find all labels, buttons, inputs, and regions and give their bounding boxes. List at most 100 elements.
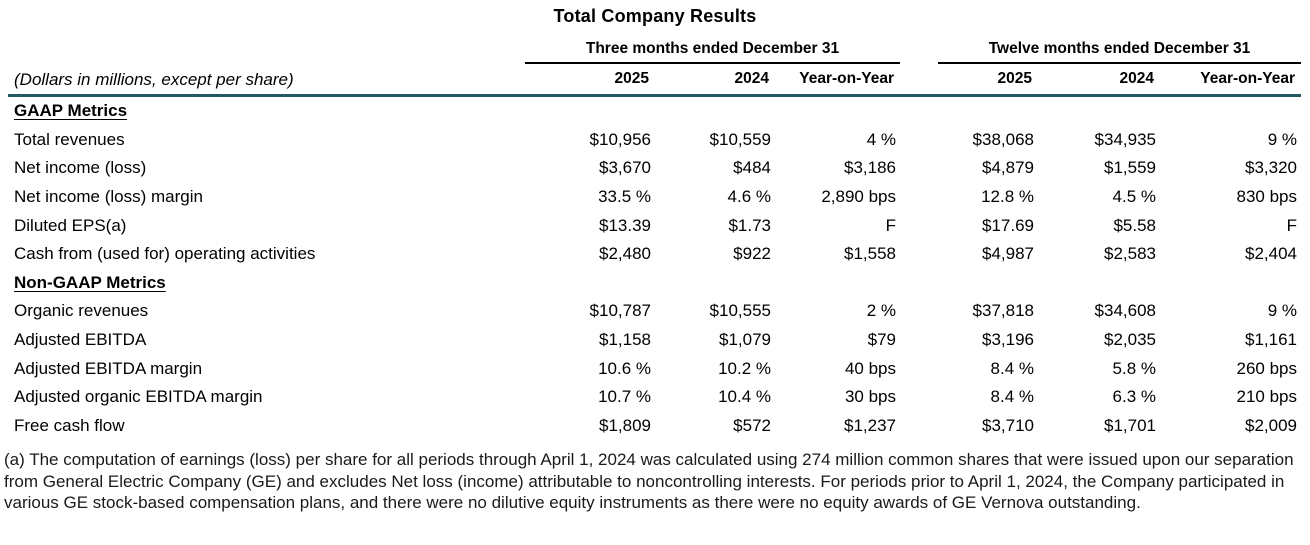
metric-value: 9 % [1267,301,1298,321]
metric-value: $4,879 [982,158,1034,178]
metric-row: Cash from (used for) operating activitie… [8,240,1301,269]
metric-value: $1,559 [1104,158,1156,178]
column-gap [900,126,938,155]
column-gap [900,354,938,383]
metric-value: 830 bps [1236,187,1298,207]
metric-value: 10.4 % [718,387,771,407]
group-gap [900,40,938,64]
metric-row: Net income (loss) margin 33.5 % 4.6 % 2,890… [8,183,1301,212]
section-header: Non-GAAP Metrics [8,269,1301,298]
metric-label: Net income (loss) margin [14,187,203,207]
metric-row: Adjusted organic EBITDA margin 10.7 % 10.4… [8,383,1301,412]
metric-value: $1,158 [599,330,651,350]
section-header-label: GAAP Metrics [14,101,128,121]
metric-value: $3,196 [982,330,1034,350]
metric-label: Adjusted organic EBITDA margin [14,387,263,407]
metric-row: Free cash flow $1,809 $572 $1,237 $3,710 $1,7… [8,412,1301,441]
metric-value: 4 % [866,129,896,149]
metric-value: $34,935 [1094,129,1156,149]
metric-value: $2,583 [1104,244,1156,264]
metric-value: $10,787 [589,301,651,321]
metric-value: $79 [867,330,896,350]
metric-value: 33.5 % [598,187,651,207]
metric-row: Adjusted EBITDA $1,158 $1,079 $79 $3,196 $2,0… [8,326,1301,355]
metric-value: $1,237 [844,415,896,435]
metric-value: $3,710 [982,415,1034,435]
metric-value: 4.5 % [1112,187,1156,207]
metric-value: 30 bps [844,387,896,407]
metric-value: $10,956 [589,129,651,149]
group-twelve-months: Twelve months ended December 31 [938,40,1302,64]
column-gap [900,154,938,183]
metric-value: $10,559 [709,129,771,149]
metric-value: 10.2 % [718,358,771,378]
table-body: GAAP Metrics Total revenues $10,956 $10,559… [8,96,1301,441]
section-header: GAAP Metrics [8,96,1301,126]
section-header-label: Non-GAAP Metrics [14,272,166,292]
metric-value: F [885,215,896,235]
metric-value: $17.69 [982,215,1034,235]
section-header-row: Non-GAAP Metrics [8,269,1301,298]
metric-label: Cash from (used for) operating activitie… [14,244,316,264]
col-header-12mo-yoy: Year-on-Year [1160,64,1302,97]
column-header-row: (Dollars in millions, except per share) … [8,64,1302,97]
metric-label: Total revenues [14,129,125,149]
metric-value: $572 [733,415,771,435]
results-table: Three months ended December 31 Twelve mo… [8,40,1302,441]
footnote: (a) The computation of earnings (loss) p… [4,450,1294,513]
column-gap [900,297,938,326]
column-gap [900,64,938,97]
metric-value: F [1286,215,1298,235]
col-header-3mo-2025: 2025 [485,64,655,97]
metric-value: 260 bps [1236,358,1298,378]
metric-value: 9 % [1267,129,1298,149]
metric-value: 2,890 bps [821,187,896,207]
metric-value: 10.6 % [598,358,651,378]
metric-row: Organic revenues $10,787 $10,555 2 % $37,818… [8,297,1301,326]
column-gap [900,383,938,412]
metric-value: 40 bps [844,358,896,378]
col-header-3mo-yoy: Year-on-Year [775,64,900,97]
metric-label: Diluted EPS(a) [14,215,127,235]
metric-label: Net income (loss) [14,158,147,178]
metric-row: Total revenues $10,956 $10,559 4 % $38,068 $3… [8,126,1301,155]
group-three-months-label: Three months ended December 31 [525,40,900,64]
metric-value: $1,809 [599,415,651,435]
metric-value: 6.3 % [1112,387,1156,407]
metric-value: 4.6 % [727,187,771,207]
metric-value: 12.8 % [981,187,1034,207]
metric-value: $2,009 [1245,415,1298,435]
metric-value: $34,608 [1094,301,1156,321]
metric-value: 10.7 % [598,387,651,407]
metric-value: $1,161 [1245,330,1298,350]
group-three-months: Three months ended December 31 [485,40,900,64]
metric-value: $4,987 [982,244,1034,264]
page-title: Total Company Results [553,6,757,26]
metric-value: $484 [733,158,771,178]
metric-value: $2,404 [1245,244,1298,264]
column-gap [900,326,938,355]
col-header-12mo-2024: 2024 [1038,64,1160,97]
metric-value: $2,480 [599,244,651,264]
metric-value: $10,555 [709,301,771,321]
metric-value: 5.8 % [1112,358,1156,378]
metric-value: 8.4 % [990,358,1034,378]
column-gap [900,183,938,212]
group-twelve-months-label: Twelve months ended December 31 [938,40,1302,64]
metric-value: $1.73 [728,215,771,235]
metric-row: Diluted EPS(a) $13.39 $1.73 F $17.69 $5.58 F [8,211,1301,240]
column-gap [900,211,938,240]
col-header-12mo-2025: 2025 [938,64,1038,97]
metric-value: $1,079 [719,330,771,350]
metric-value: 210 bps [1236,387,1298,407]
metric-value: $38,068 [972,129,1034,149]
metric-value: 8.4 % [990,387,1034,407]
metric-label: Adjusted EBITDA [14,330,147,350]
metric-label: Organic revenues [14,301,149,321]
metric-label: Free cash flow [14,415,125,435]
metric-value: $3,186 [844,158,896,178]
metric-value: $1,701 [1104,415,1156,435]
metric-value: $3,320 [1245,158,1298,178]
metric-value: $1,558 [844,244,896,264]
